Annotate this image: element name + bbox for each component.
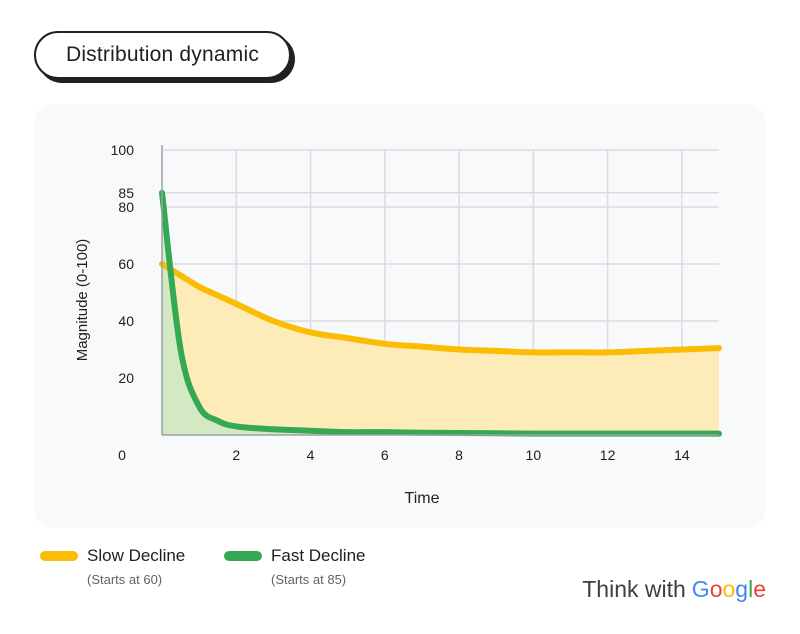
x-tick-label: 10 — [526, 447, 542, 463]
x-tick-label: 8 — [455, 447, 463, 463]
legend-fast-swatch — [224, 551, 262, 561]
y-tick-label: 85 — [118, 185, 134, 201]
title-pill: Distribution dynamic — [34, 31, 295, 83]
y-tick-label: 80 — [118, 199, 134, 215]
legend-slow: Slow Decline (Starts at 60) — [40, 546, 185, 587]
chart-panel — [34, 104, 766, 528]
line-slow-decline — [159, 261, 722, 356]
legend-slow-note: (Starts at 60) — [87, 572, 163, 587]
y-tick-label: 60 — [118, 256, 134, 272]
x-tick-label: 12 — [600, 447, 616, 463]
page-title: Distribution dynamic — [34, 31, 291, 79]
chart-axes — [161, 145, 719, 436]
x-tick-label: 0 — [118, 447, 126, 463]
legend-fast-label: Fast Decline — [271, 546, 366, 565]
brand-prefix: Think with — [582, 576, 686, 602]
legend-slow-swatch — [40, 551, 78, 561]
brand-logo: Think with Google — [582, 576, 766, 603]
x-tick-label: 4 — [307, 447, 315, 463]
chart-lines — [159, 189, 722, 437]
y-tick-label: 20 — [118, 370, 134, 386]
y-tick-label: 40 — [118, 313, 134, 329]
x-tick-label: 2 — [232, 447, 240, 463]
x-tick-label: 6 — [381, 447, 389, 463]
google-wordmark: Google — [691, 576, 766, 602]
x-axis-label: Time — [405, 490, 440, 507]
line-fast-decline — [159, 189, 722, 437]
legend-fast-note: (Starts at 85) — [271, 572, 347, 587]
chart-areas — [162, 192, 719, 435]
x-tick-label: 14 — [674, 447, 690, 463]
legend-slow-label: Slow Decline — [87, 546, 186, 565]
legend-fast: Fast Decline (Starts at 85) — [224, 546, 365, 587]
y-axis-label: Magnitude (0-100) — [74, 239, 91, 362]
y-tick-label: 100 — [111, 142, 135, 158]
